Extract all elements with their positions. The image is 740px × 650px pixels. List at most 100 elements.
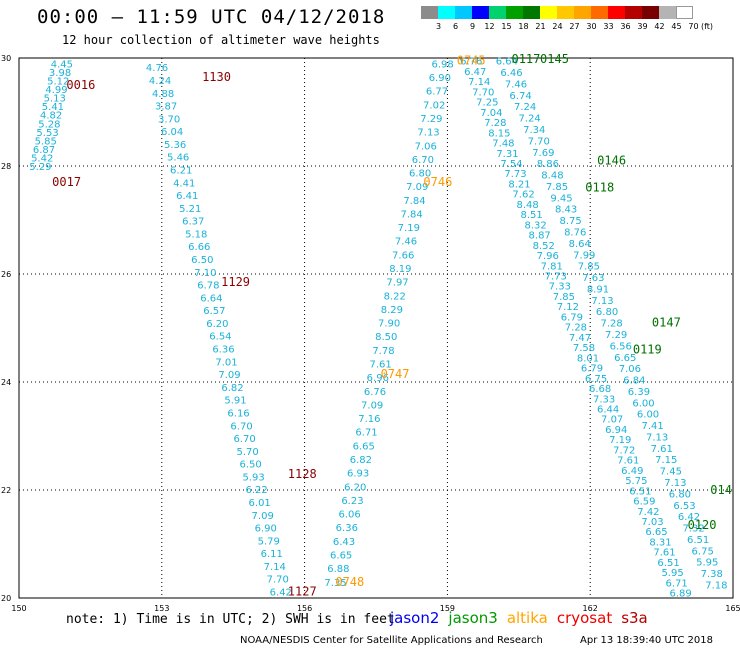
wave-height-value: 7.46 — [395, 237, 417, 248]
color-scale-label: 21 — [535, 22, 546, 31]
pass-time-label: 0147 — [652, 316, 681, 330]
wave-height-value: 7.01 — [215, 357, 237, 368]
wave-height-value: 6.76 — [364, 387, 386, 398]
wave-height-value: 8.19 — [389, 264, 411, 275]
wave-height-value: 7.28 — [600, 319, 622, 330]
wave-height-value: 7.73 — [504, 169, 526, 180]
wave-height-value: 6.06 — [338, 510, 360, 521]
pass-time-label: 0120 — [688, 518, 717, 532]
wave-height-value: 7.09 — [252, 511, 274, 522]
wave-height-value: 7.18 — [705, 581, 727, 592]
x-tick-label: 153 — [154, 604, 169, 613]
wave-height-value: 7.81 — [541, 261, 563, 272]
wave-height-value: 6.00 — [632, 398, 654, 409]
wave-height-value: 6.64 — [496, 57, 518, 68]
wave-height-value: 8.21 — [508, 179, 530, 190]
color-swatch — [421, 6, 438, 19]
wave-height-value: 7.28 — [484, 118, 506, 129]
color-scale-label: 15 — [501, 22, 512, 31]
color-swatch — [523, 6, 540, 19]
x-tick-label: 159 — [440, 604, 455, 613]
wave-height-value: 5.13 — [44, 94, 66, 105]
wave-height-value: 5.53 — [36, 128, 58, 139]
wave-height-value: 7.42 — [637, 507, 659, 518]
wave-height-value: 8.91 — [587, 284, 609, 295]
color-swatch — [540, 6, 557, 19]
wave-height-value: 6.20 — [206, 319, 228, 330]
wave-height-value: 7.33 — [593, 394, 615, 405]
wave-height-value: 7.14 — [264, 562, 286, 573]
wave-height-value: 6.59 — [633, 497, 655, 508]
color-swatch — [625, 6, 642, 19]
wave-height-value: 4.41 — [173, 178, 195, 189]
wave-height-value: 6.46 — [500, 68, 522, 79]
wave-height-value: 8.52 — [533, 241, 555, 252]
wave-height-value: 7.04 — [480, 108, 502, 119]
wave-height-value: 5.79 — [258, 536, 280, 547]
color-scale-label: 39 — [637, 22, 648, 31]
wave-height-value: 6.71 — [355, 428, 377, 439]
pass-time-label: 1129 — [221, 275, 250, 289]
wave-height-value: 7.61 — [653, 548, 675, 559]
wave-height-value: 6.51 — [657, 558, 679, 569]
color-swatch — [574, 6, 591, 19]
wave-height-value: 6.70 — [233, 434, 255, 445]
wave-height-value: 7.38 — [701, 569, 723, 580]
color-scale-label: 42 — [654, 22, 665, 31]
wave-height-value: 6.75 — [585, 374, 607, 385]
color-scale-label: 12 — [484, 22, 495, 31]
wave-height-value: 7.25 — [476, 98, 498, 109]
color-swatch — [642, 6, 659, 19]
wave-height-value: 7.70 — [472, 87, 494, 98]
wave-height-value: 8.32 — [525, 220, 547, 231]
wave-height-value: 6.42 — [678, 512, 700, 523]
wave-height-value: 7.19 — [609, 435, 631, 446]
wave-height-value: 7.61 — [370, 360, 392, 371]
wave-height-value: 6.82 — [221, 383, 243, 394]
wave-height-value: 3.70 — [158, 114, 180, 125]
color-scale-label: 6 — [452, 22, 459, 31]
wave-height-value: 5.91 — [224, 396, 246, 407]
wave-height-value: 6.79 — [581, 364, 603, 375]
wave-height-value: 6.37 — [182, 217, 204, 228]
wave-height-value: 7.13 — [417, 128, 439, 139]
wave-height-value: 6.65 — [353, 441, 375, 452]
wave-height-value: 6.77 — [426, 87, 448, 98]
pass-time-label: 0146 — [597, 154, 626, 168]
legend-jason3: jason3 — [448, 609, 498, 627]
wave-height-value: 5.95 — [661, 568, 683, 579]
wave-height-value: 7.07 — [601, 415, 623, 426]
plot-frame — [18, 57, 734, 599]
wave-height-value: 7.10 — [194, 268, 216, 279]
wave-height-value: 5.75 — [625, 476, 647, 487]
wave-height-value: 6.11 — [261, 549, 283, 560]
wave-height-value: 7.19 — [398, 223, 420, 234]
wave-height-value: 6.71 — [665, 578, 687, 589]
wave-height-value: 7.13 — [646, 432, 668, 443]
wave-height-value: 5.42 — [31, 153, 53, 164]
wave-height-value: 7.15 — [655, 455, 677, 466]
wave-height-value: 7.72 — [613, 445, 635, 456]
wave-height-value: 6.20 — [344, 482, 366, 493]
y-tick-label: 30 — [1, 54, 11, 63]
wave-height-value: 7.12 — [557, 302, 579, 313]
wave-height-value: 6.39 — [628, 387, 650, 398]
pass-time-label: 014 — [710, 483, 732, 497]
wave-height-value: 6.90 — [255, 524, 277, 535]
wave-height-value: 8.51 — [520, 210, 542, 221]
wave-height-value: 7.61 — [651, 444, 673, 455]
wave-height-value: 5.70 — [236, 447, 258, 458]
wave-height-value: 6.80 — [596, 307, 618, 318]
wave-height-value: 8.15 — [488, 128, 510, 139]
wave-height-value: 6.65 — [645, 527, 667, 538]
wave-height-value: 7.70 — [267, 575, 289, 586]
wave-height-value: 7.29 — [605, 330, 627, 341]
wave-height-value: 6.64 — [200, 293, 222, 304]
wave-height-value: 7.70 — [528, 136, 550, 147]
wave-height-value: 8.75 — [560, 216, 582, 227]
wave-height-value: 8.22 — [384, 291, 406, 302]
wave-height-value: 4.24 — [149, 76, 171, 87]
color-swatch — [472, 6, 489, 19]
wave-height-value: 7.84 — [401, 209, 423, 220]
wave-height-value: 6.36 — [212, 345, 234, 356]
